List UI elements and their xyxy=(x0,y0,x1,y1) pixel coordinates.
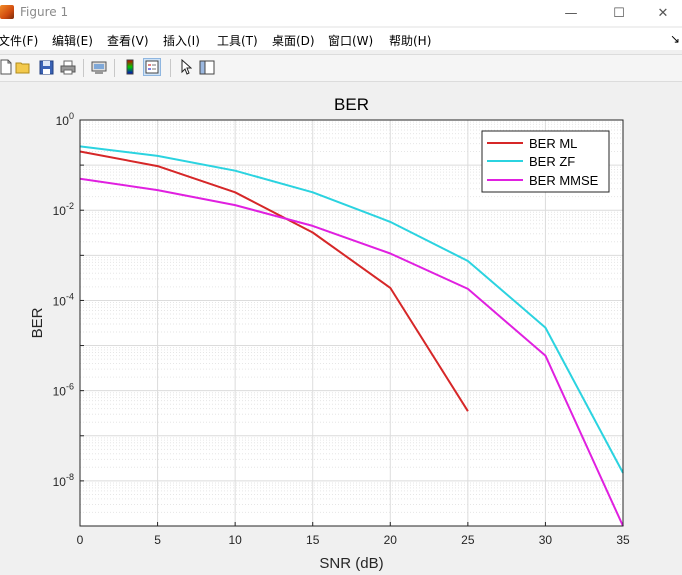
y-tick-base: 10 xyxy=(53,294,67,308)
y-tick-base: 10 xyxy=(53,385,67,399)
print-icon[interactable] xyxy=(59,58,77,76)
y-tick-exponent: -2 xyxy=(66,201,74,211)
x-axis-label: SNR (dB) xyxy=(319,555,383,572)
y-tick-label: 100 xyxy=(56,111,74,128)
y-tick-exponent: 0 xyxy=(69,111,74,121)
menu-tools[interactable]: 工具(T) xyxy=(217,34,258,48)
y-tick-base: 10 xyxy=(56,114,70,128)
y-tick-exponent: -8 xyxy=(66,472,74,482)
y-tick-label: 10-6 xyxy=(53,382,74,399)
x-tick-label: 5 xyxy=(154,533,161,547)
x-tick-label: 15 xyxy=(306,533,320,547)
legend-icon[interactable] xyxy=(143,58,161,76)
matlab-app-icon xyxy=(0,5,14,19)
title-bar: Figure 1 — ☐ ✕ xyxy=(0,0,682,26)
menu-insert[interactable]: 插入(I) xyxy=(163,34,200,48)
legend-box[interactable]: BER ML BER ZF BER MMSE xyxy=(481,130,610,193)
y-tick-base: 10 xyxy=(53,204,67,218)
y-tick-exponent: -4 xyxy=(66,291,74,301)
menu-window[interactable]: 窗口(W) xyxy=(328,34,374,48)
menu-file[interactable]: 文件(F) xyxy=(0,34,39,48)
minimize-button[interactable]: — xyxy=(564,5,578,21)
menu-desktop[interactable]: 桌面(D) xyxy=(272,34,315,48)
axes-grid xyxy=(79,119,624,527)
x-tick-label: 0 xyxy=(77,533,84,547)
series-line-ber-zf xyxy=(79,145,624,474)
edit-plot-arrow-icon[interactable] xyxy=(177,58,195,76)
save-icon[interactable] xyxy=(37,58,55,76)
series-line-ber-ml xyxy=(79,150,469,412)
y-axis-label: BER xyxy=(29,307,46,338)
y-tick-label: 10-4 xyxy=(53,291,74,308)
toolbar-separator xyxy=(83,59,84,77)
y-tick-exponent: -6 xyxy=(66,382,74,392)
x-tick-label: 35 xyxy=(616,533,630,547)
dock-arrow-icon[interactable]: ↘ xyxy=(669,32,680,46)
open-folder-icon[interactable] xyxy=(14,58,32,76)
series-line-ber-mmse xyxy=(79,177,624,527)
new-file-icon[interactable] xyxy=(0,58,15,76)
chart-title: BER xyxy=(334,95,369,114)
colorbar-icon[interactable] xyxy=(121,58,139,76)
menu-edit[interactable]: 编辑(E) xyxy=(52,34,93,48)
menu-help[interactable]: 帮助(H) xyxy=(389,34,432,48)
legend-label-ml: BER ML xyxy=(529,136,577,151)
figure-toolbar xyxy=(0,54,682,82)
legend-label-zf: BER ZF xyxy=(529,154,575,169)
x-tick-label: 20 xyxy=(384,533,398,547)
y-tick-label: 10-8 xyxy=(53,472,74,489)
x-tick-label: 25 xyxy=(461,533,475,547)
maximize-button[interactable]: ☐ xyxy=(613,5,625,21)
plot-lines xyxy=(79,145,624,527)
axes-box xyxy=(79,119,624,527)
menu-bar: 文件(F) 编辑(E) 查看(V) 插入(I) 工具(T) 桌面(D) 窗口(W… xyxy=(0,28,682,50)
toolbar-separator xyxy=(114,59,115,77)
menu-view[interactable]: 查看(V) xyxy=(107,34,149,48)
legend-frame xyxy=(481,130,610,193)
window-title: Figure 1 xyxy=(20,5,69,19)
x-tick-label: 30 xyxy=(539,533,553,547)
x-tick-label: 10 xyxy=(228,533,242,547)
print-preview-icon[interactable] xyxy=(90,58,108,76)
y-tick-label: 10-2 xyxy=(53,201,74,218)
legend-label-mmse: BER MMSE xyxy=(529,173,599,188)
close-button[interactable]: ✕ xyxy=(657,5,669,21)
property-inspector-icon[interactable] xyxy=(198,58,216,76)
toolbar-separator xyxy=(170,59,171,77)
y-tick-base: 10 xyxy=(53,475,67,489)
